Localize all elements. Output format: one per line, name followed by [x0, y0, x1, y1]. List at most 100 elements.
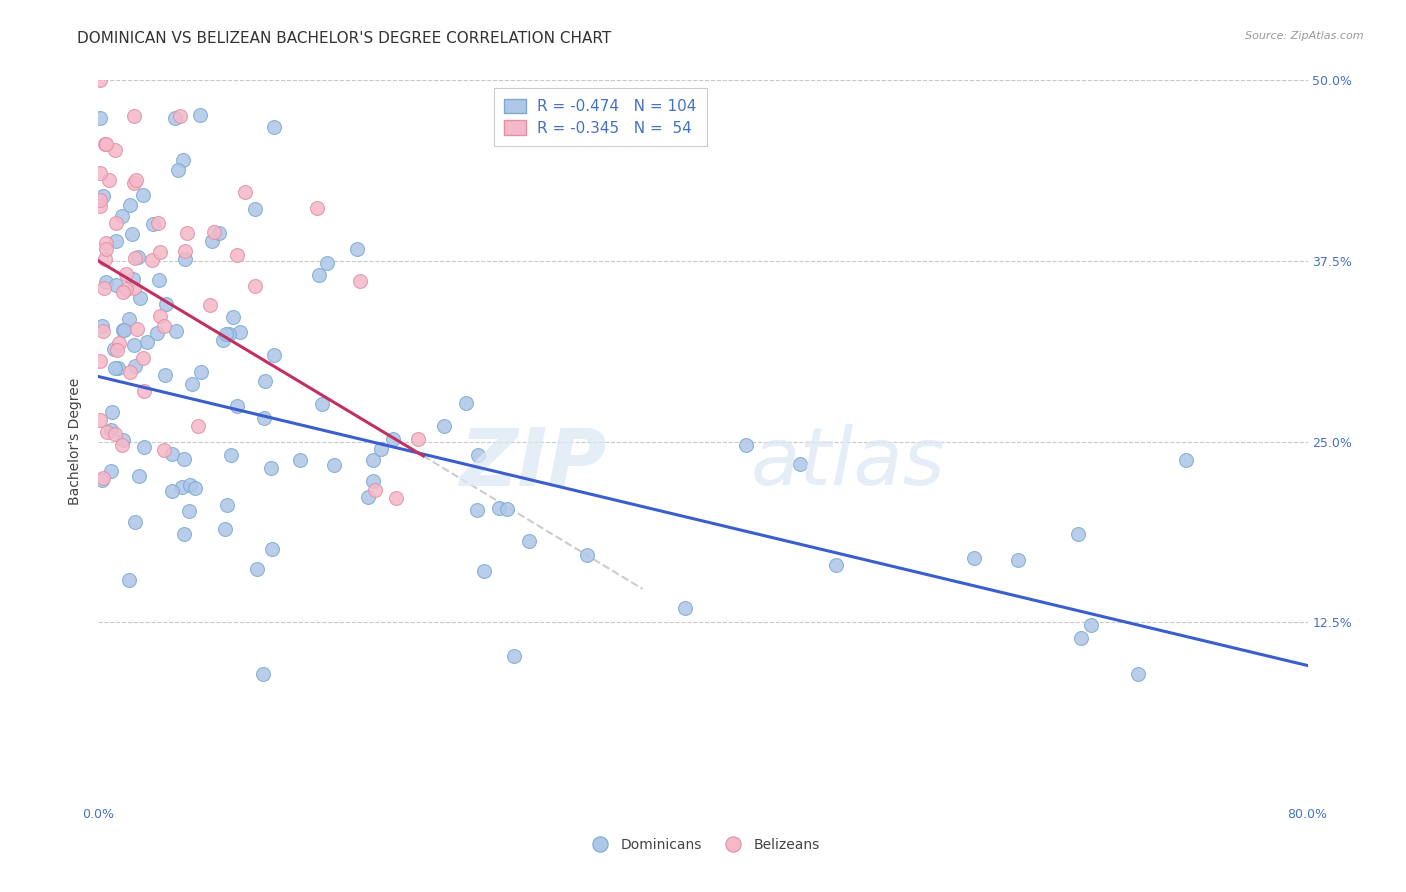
Point: [370, 442, 392, 456]
Point: [98, 173, 121, 187]
Point: [132, 351, 155, 366]
Point: [201, 234, 224, 248]
Point: [91, 319, 114, 334]
Point: [104, 143, 127, 157]
Point: [190, 365, 212, 379]
Point: [221, 448, 243, 462]
Point: [176, 226, 198, 240]
Point: [363, 483, 385, 497]
Point: [118, 364, 141, 378]
Point: [111, 438, 134, 452]
Point: [94, 136, 117, 151]
Point: [104, 360, 127, 375]
Text: DOMINICAN VS BELIZEAN BACHELOR'S DEGREE CORRELATION CHART: DOMINICAN VS BELIZEAN BACHELOR'S DEGREE …: [77, 31, 612, 46]
Point: [433, 419, 456, 434]
Point: [173, 527, 195, 541]
Point: [111, 209, 134, 223]
Point: [222, 310, 245, 325]
Y-axis label: Bachelor's Degree: Bachelor's Degree: [69, 378, 83, 505]
Point: [173, 451, 195, 466]
Point: [246, 562, 269, 576]
Point: [89, 199, 111, 213]
Point: [93, 281, 115, 295]
Point: [382, 432, 405, 446]
Point: [172, 480, 194, 494]
Point: [129, 291, 152, 305]
Point: [1070, 632, 1092, 646]
Point: [94, 275, 117, 289]
Point: [94, 137, 117, 152]
Point: [308, 268, 330, 282]
Point: [132, 384, 155, 398]
Point: [108, 336, 131, 351]
Point: [1007, 553, 1029, 567]
Point: [202, 225, 225, 239]
Point: [503, 649, 526, 664]
Point: [96, 243, 118, 257]
Point: [96, 235, 118, 250]
Point: [233, 185, 256, 199]
Point: [152, 443, 174, 458]
Point: [963, 551, 986, 566]
Point: [1175, 453, 1198, 467]
Point: [322, 458, 344, 473]
Point: [225, 248, 247, 262]
Point: [1080, 617, 1102, 632]
Point: [89, 112, 111, 126]
Point: [118, 312, 141, 326]
Point: [89, 193, 111, 207]
Point: [112, 285, 135, 300]
Point: [103, 427, 125, 442]
Point: [824, 558, 846, 572]
Point: [100, 464, 122, 478]
Point: [141, 252, 163, 267]
Point: [146, 326, 169, 340]
Point: [127, 322, 149, 336]
Point: [114, 282, 136, 296]
Point: [132, 440, 155, 454]
Point: [172, 153, 194, 167]
Point: [384, 491, 406, 505]
Point: [1067, 527, 1090, 541]
Point: [488, 501, 510, 516]
Text: atlas: atlas: [751, 425, 945, 502]
Point: [183, 481, 205, 495]
Point: [263, 348, 285, 362]
Point: [122, 176, 145, 190]
Point: [112, 324, 135, 338]
Point: [153, 368, 176, 382]
Point: [165, 111, 187, 125]
Point: [132, 188, 155, 202]
Point: [100, 423, 122, 437]
Point: [177, 504, 200, 518]
Point: [243, 278, 266, 293]
Point: [122, 109, 145, 123]
Point: [121, 227, 143, 242]
Point: [94, 252, 117, 267]
Point: [89, 73, 111, 87]
Point: [114, 267, 136, 281]
Point: [89, 165, 111, 179]
Text: Source: ZipAtlas.com: Source: ZipAtlas.com: [1246, 31, 1364, 41]
Point: [149, 310, 172, 324]
Legend: Dominicans, Belizeans: Dominicans, Belizeans: [581, 832, 825, 857]
Point: [89, 353, 111, 368]
Point: [454, 396, 477, 410]
Point: [105, 278, 128, 293]
Point: [229, 325, 252, 339]
Point: [122, 281, 145, 295]
Point: [673, 600, 696, 615]
Point: [789, 458, 811, 472]
Point: [142, 217, 165, 231]
Point: [125, 173, 148, 187]
Point: [517, 534, 540, 549]
Point: [181, 377, 204, 392]
Point: [243, 202, 266, 216]
Point: [290, 453, 312, 467]
Point: [218, 326, 240, 341]
Point: [252, 666, 274, 681]
Point: [91, 473, 114, 487]
Point: [105, 343, 128, 357]
Point: [179, 478, 201, 492]
Point: [311, 397, 333, 411]
